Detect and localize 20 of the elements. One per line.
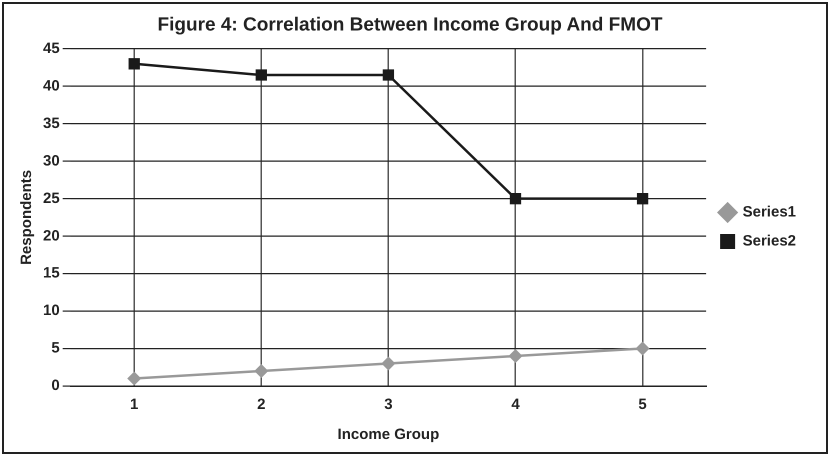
x-tick-label: 5 (638, 396, 647, 414)
y-tick-label: 10 (42, 302, 60, 320)
y-tick-label: 45 (42, 40, 60, 57)
y-tick-label: 15 (42, 264, 60, 282)
legend-label: Series2 (742, 232, 796, 250)
y-tick-label: 25 (42, 190, 60, 207)
y-axis-title: Respondents (18, 170, 36, 265)
x-tick-label: 1 (130, 396, 138, 414)
x-tick-label: 4 (511, 396, 520, 414)
x-axis-title: Income Group (338, 426, 440, 444)
legend-label: Series1 (742, 204, 796, 221)
y-tick-label: 5 (51, 340, 60, 357)
y-tick-label: 0 (51, 377, 60, 394)
y-tick-label: 40 (42, 77, 60, 94)
x-tick-label: 2 (257, 396, 266, 414)
y-tick-label: 20 (42, 227, 60, 244)
chart-title: Figure 4: Correlation Between Income Group And FMOT (158, 14, 663, 36)
x-tick-label: 3 (384, 396, 393, 414)
y-tick-label: 30 (42, 152, 60, 170)
y-tick-label: 35 (42, 114, 60, 132)
